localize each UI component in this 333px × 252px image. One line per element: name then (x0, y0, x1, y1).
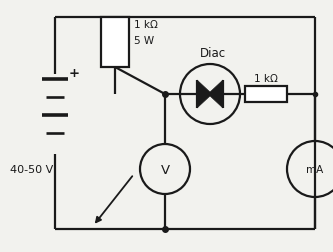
Text: 5 W: 5 W (134, 36, 154, 46)
Text: +: + (69, 66, 80, 79)
Polygon shape (208, 81, 223, 109)
Text: 1 kΩ: 1 kΩ (254, 74, 278, 84)
Text: Diac: Diac (200, 47, 226, 60)
Polygon shape (197, 81, 212, 109)
Text: V: V (161, 163, 169, 176)
Bar (101, 18, 129, 68)
Text: 1 kΩ: 1 kΩ (134, 20, 158, 30)
Text: mA: mA (306, 164, 324, 174)
Bar (245, 87, 287, 103)
Text: 40-50 V: 40-50 V (10, 164, 53, 174)
